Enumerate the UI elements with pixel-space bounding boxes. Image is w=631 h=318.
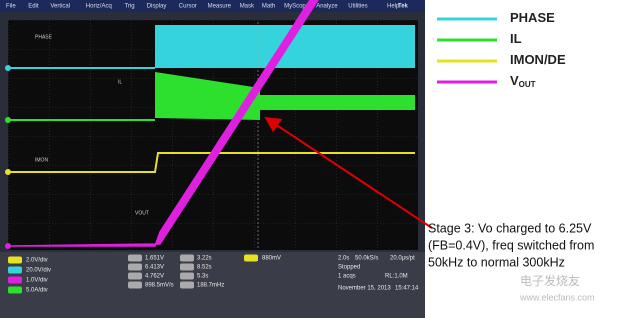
measurement: 1.651V (145, 256, 164, 262)
legend: PHASE IL IMON/DE VOUT (437, 10, 566, 89)
annotation-line: Stage 3: Vo charged to 6.25V (428, 221, 592, 235)
readouts: 2.0V/div 20.0V/div 1.0V/div 5.0A/div 1.651V 3… (8, 254, 419, 294)
channel-badge (8, 286, 22, 294)
vout-trace (7, 0, 319, 247)
menu-item[interactable]: Analyze (316, 4, 338, 10)
menu-item[interactable]: Mask (240, 4, 255, 10)
menu-item[interactable]: Measure (208, 4, 232, 10)
annotation: Stage 3: Vo charged to 6.25V (FB=0.4V), f… (428, 221, 594, 269)
menu-item[interactable]: Edit (28, 4, 39, 10)
il-trace (260, 95, 415, 110)
menu-item[interactable]: Help (387, 4, 400, 10)
measure-badge (180, 254, 194, 262)
trigger-badge (244, 254, 258, 262)
channel-scale: 1.0V/div (26, 278, 48, 284)
legend-label: IL (510, 31, 522, 46)
channel-scale: 2.0V/div (26, 258, 48, 264)
acquisition-record-length: RL:1.0M (385, 274, 408, 280)
channel-badge (8, 256, 22, 264)
measurement: 898.5mV/s (145, 283, 174, 289)
acquisition-resolution: 20.0µs/pt (390, 256, 415, 262)
legend-label: PHASE (510, 10, 555, 25)
measure-badge (180, 263, 194, 271)
legend-label: VOUT (510, 73, 536, 89)
trace-label: IMON (35, 157, 48, 163)
measurement: 4.762V (145, 274, 164, 280)
measure-badge (180, 281, 194, 289)
menu: File Edit Vertical Horiz/Acq Trig Display Curs… (6, 4, 400, 10)
acquisition-time: 15:47:14 (395, 286, 419, 292)
measure-badge (128, 254, 142, 262)
acquisition-sample-rate: 50.0kS/s (355, 256, 378, 262)
trace-label: VOUT (135, 210, 149, 216)
legend-label: IMON/DE (510, 52, 566, 67)
annotation-line: (FB=0.4V), freq switched from (428, 238, 594, 252)
measure-badge (128, 272, 142, 280)
legend-text: IL (510, 31, 522, 46)
menu-item[interactable]: File (6, 4, 16, 10)
il-trace (155, 72, 260, 120)
trace-label: IL (118, 79, 122, 85)
menu-item[interactable]: Trig (125, 4, 135, 10)
measure-badge (128, 263, 142, 271)
menu-item[interactable]: Utilities (348, 4, 367, 10)
brand: Tek (398, 4, 409, 10)
imon-trace (8, 152, 415, 173)
channel-badge (8, 276, 22, 284)
legend-sub: OUT (519, 80, 536, 89)
menu-item[interactable]: MyScope (284, 4, 310, 10)
annotation-arrow (264, 116, 433, 229)
measure-badge (128, 281, 142, 289)
watermark: www.elecfans.com (519, 292, 595, 302)
legend-text: V (510, 73, 519, 88)
acquisition-acqs: 1 acqs (338, 274, 356, 280)
menu-item[interactable]: Horiz/Acq (86, 4, 112, 10)
ch-marker (5, 169, 11, 175)
measurement: 8.52s (197, 265, 212, 271)
ch-marker (5, 65, 11, 71)
measurement: 6.413V (145, 265, 164, 271)
legend-text: IMON/DE (510, 52, 566, 67)
watermark: 电子发烧友 (520, 273, 580, 288)
channel-scale: 20.0V/div (26, 268, 51, 274)
channel-badge (8, 266, 22, 274)
acquisition-date: November 15, 2013 (338, 286, 391, 292)
menu-bar (0, 0, 425, 12)
measure-badge (180, 272, 194, 280)
menu-item[interactable]: Cursor (179, 4, 197, 10)
menu-item[interactable]: Display (147, 4, 167, 10)
ch-marker (5, 243, 11, 249)
acquisition-state: Stopped (338, 265, 360, 271)
acquisition-time-div: 2.0s (338, 256, 349, 262)
channel-scale: 5.0A/div (26, 288, 48, 294)
measurement: 188.7mHz (197, 283, 224, 289)
readout-panel (0, 252, 425, 318)
legend-text: PHASE (510, 10, 555, 25)
menu-item[interactable]: Vertical (50, 4, 70, 10)
measurement: 3.22s (197, 256, 212, 262)
annotation-line: 50kHz to normal 300kHz (428, 255, 565, 269)
trace-label: PHASE (35, 34, 53, 40)
menu-item[interactable]: Math (262, 4, 275, 10)
ch-marker (5, 117, 11, 123)
measurement: 5.3s (197, 274, 208, 280)
trigger: 880mV (262, 256, 281, 262)
